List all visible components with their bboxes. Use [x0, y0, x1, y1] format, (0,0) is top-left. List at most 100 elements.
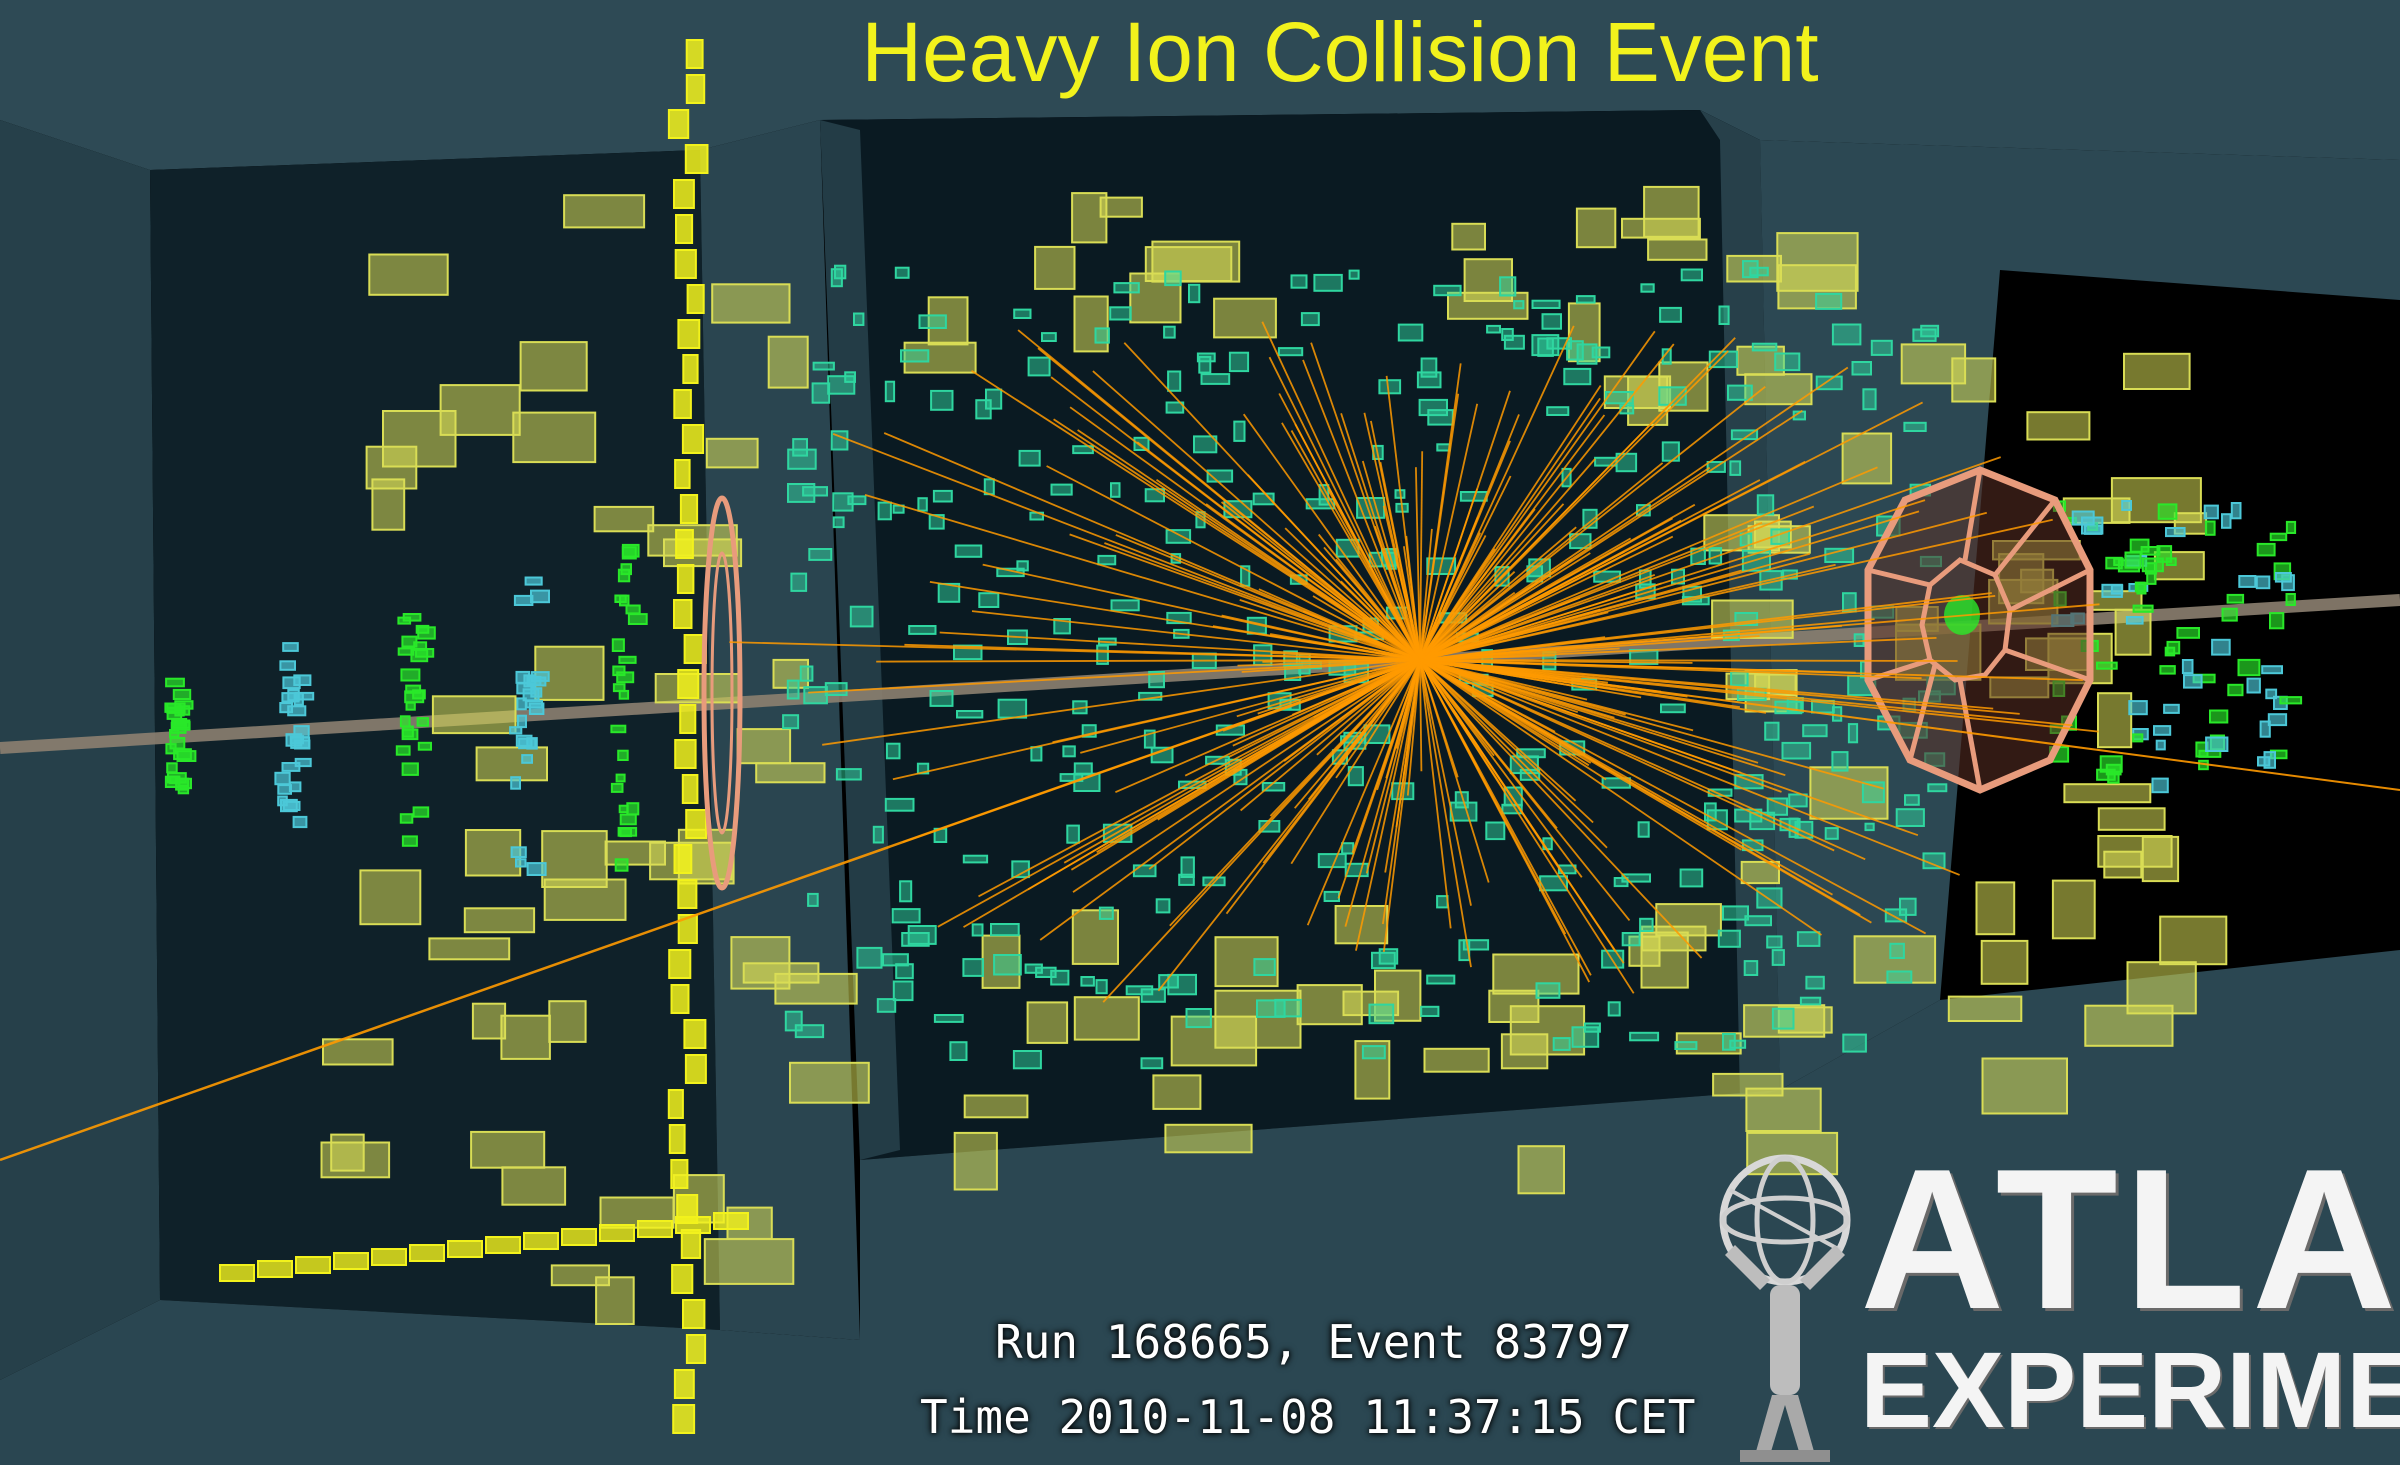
track-line: [1419, 456, 2001, 661]
inner-cell: [1799, 996, 1822, 1006]
calorimeter-cell: [685, 1334, 707, 1364]
inner-cell: [1870, 339, 1893, 356]
calorimeter-cell: [679, 494, 699, 524]
track-line: [1290, 659, 1421, 865]
calorimeter-cell: [543, 878, 627, 921]
inner-cell: [1535, 982, 1561, 999]
inner-cell: [1378, 948, 1399, 965]
track-line: [1419, 451, 1424, 661]
inner-cell: [908, 625, 937, 635]
inner-cell: [1766, 935, 1783, 949]
inner-cell: [1513, 300, 1525, 310]
inner-cell: [949, 1041, 968, 1061]
forward-cell: [2246, 677, 2261, 694]
calorimeter-cell: [1451, 222, 1487, 251]
track-line: [1310, 342, 1421, 661]
forward-cell: [412, 806, 430, 818]
inner-cell: [1274, 998, 1302, 1018]
inner-cell: [1188, 283, 1201, 304]
inner-cell: [1253, 958, 1276, 976]
track-line: [1281, 422, 1421, 661]
calorimeter-cell: [705, 437, 759, 469]
calorimeter-cell: [963, 1094, 1029, 1119]
forward-cell: [294, 757, 312, 768]
calorimeter-cell: [681, 774, 699, 804]
inner-cell: [794, 1024, 825, 1039]
track-line: [1419, 534, 1487, 661]
inner-cell: [1607, 1001, 1621, 1017]
inner-cell: [930, 389, 954, 411]
calorimeter-cell: [548, 1000, 587, 1043]
inner-cell: [954, 544, 983, 558]
calorimeter-cell: [767, 335, 809, 389]
inner-cell: [1252, 492, 1275, 506]
forward-cell: [292, 815, 308, 829]
inner-cell: [1418, 398, 1448, 417]
calorimeter-cell: [519, 341, 588, 392]
forward-cell: [171, 719, 191, 729]
calorimeter-cell: [2051, 879, 2096, 940]
forward-cell: [415, 624, 430, 634]
inner-cell: [1348, 269, 1360, 280]
inner-cell: [1604, 391, 1634, 405]
forward-cell: [2203, 504, 2219, 520]
calorimeter-cell: [1980, 939, 2029, 985]
inner-cell: [1290, 274, 1308, 289]
inner-cell: [1110, 482, 1121, 498]
forward-cell: [2274, 572, 2292, 583]
forward-cell: [2269, 612, 2285, 630]
forward-cell: [619, 594, 630, 607]
forward-cell: [399, 813, 414, 824]
track-line: [832, 433, 1421, 661]
forward-cell: [2146, 570, 2157, 585]
calorimeter-cell: [447, 1240, 483, 1258]
calorimeter-cell: [604, 840, 666, 866]
track-line: [1419, 659, 2020, 715]
track-line: [1046, 465, 1421, 661]
forward-cell: [610, 782, 624, 793]
forward-cell: [416, 717, 430, 727]
track-line: [1053, 418, 1421, 661]
inner-cell: [1228, 351, 1250, 373]
calorimeter-cell: [637, 1220, 673, 1238]
forward-cell: [612, 665, 626, 677]
calorimeter-cell: [684, 144, 709, 174]
inner-cell: [1095, 979, 1108, 995]
inner-cell: [876, 998, 897, 1013]
inner-cell: [835, 768, 862, 781]
inner-cell: [1708, 547, 1723, 565]
calorimeter-cell: [1643, 185, 1700, 238]
forward-cell: [2279, 696, 2303, 705]
inner-cell: [1659, 306, 1682, 323]
track-line: [1017, 329, 1421, 661]
calorimeter-cell: [1740, 860, 1780, 885]
inner-cell: [782, 714, 800, 730]
forward-cell: [2204, 520, 2216, 536]
forward-cell: [285, 733, 303, 747]
calorimeter-cell: [1655, 903, 1722, 937]
calorimeter-cell: [1975, 881, 2016, 936]
forward-cell: [2141, 557, 2164, 573]
inner-cell: [1347, 766, 1364, 787]
particle-tracks: [729, 321, 2100, 1003]
calorimeter-cell: [371, 1248, 407, 1266]
calorimeter-cell: [675, 214, 694, 244]
track-line: [1419, 659, 1588, 701]
track-line: [1419, 603, 2100, 661]
calorimeter-cell: [671, 1264, 694, 1294]
calorimeter-cell: [2159, 915, 2228, 966]
track-line: [1419, 528, 1433, 661]
forward-cell: [2096, 768, 2116, 781]
inner-cell: [1576, 343, 1598, 365]
calorimeter-cell: [593, 505, 655, 533]
calorimeter-cell: [1776, 232, 1859, 292]
inner-cell: [1704, 802, 1717, 822]
inner-cell: [1277, 347, 1304, 357]
forward-cell: [509, 726, 523, 735]
inner-cell: [1680, 268, 1703, 282]
track-line: [1419, 659, 1919, 837]
track-line: [1419, 659, 1703, 959]
forward-cell: [282, 642, 299, 652]
inner-cell: [1904, 794, 1920, 806]
track-line: [1419, 526, 1577, 661]
